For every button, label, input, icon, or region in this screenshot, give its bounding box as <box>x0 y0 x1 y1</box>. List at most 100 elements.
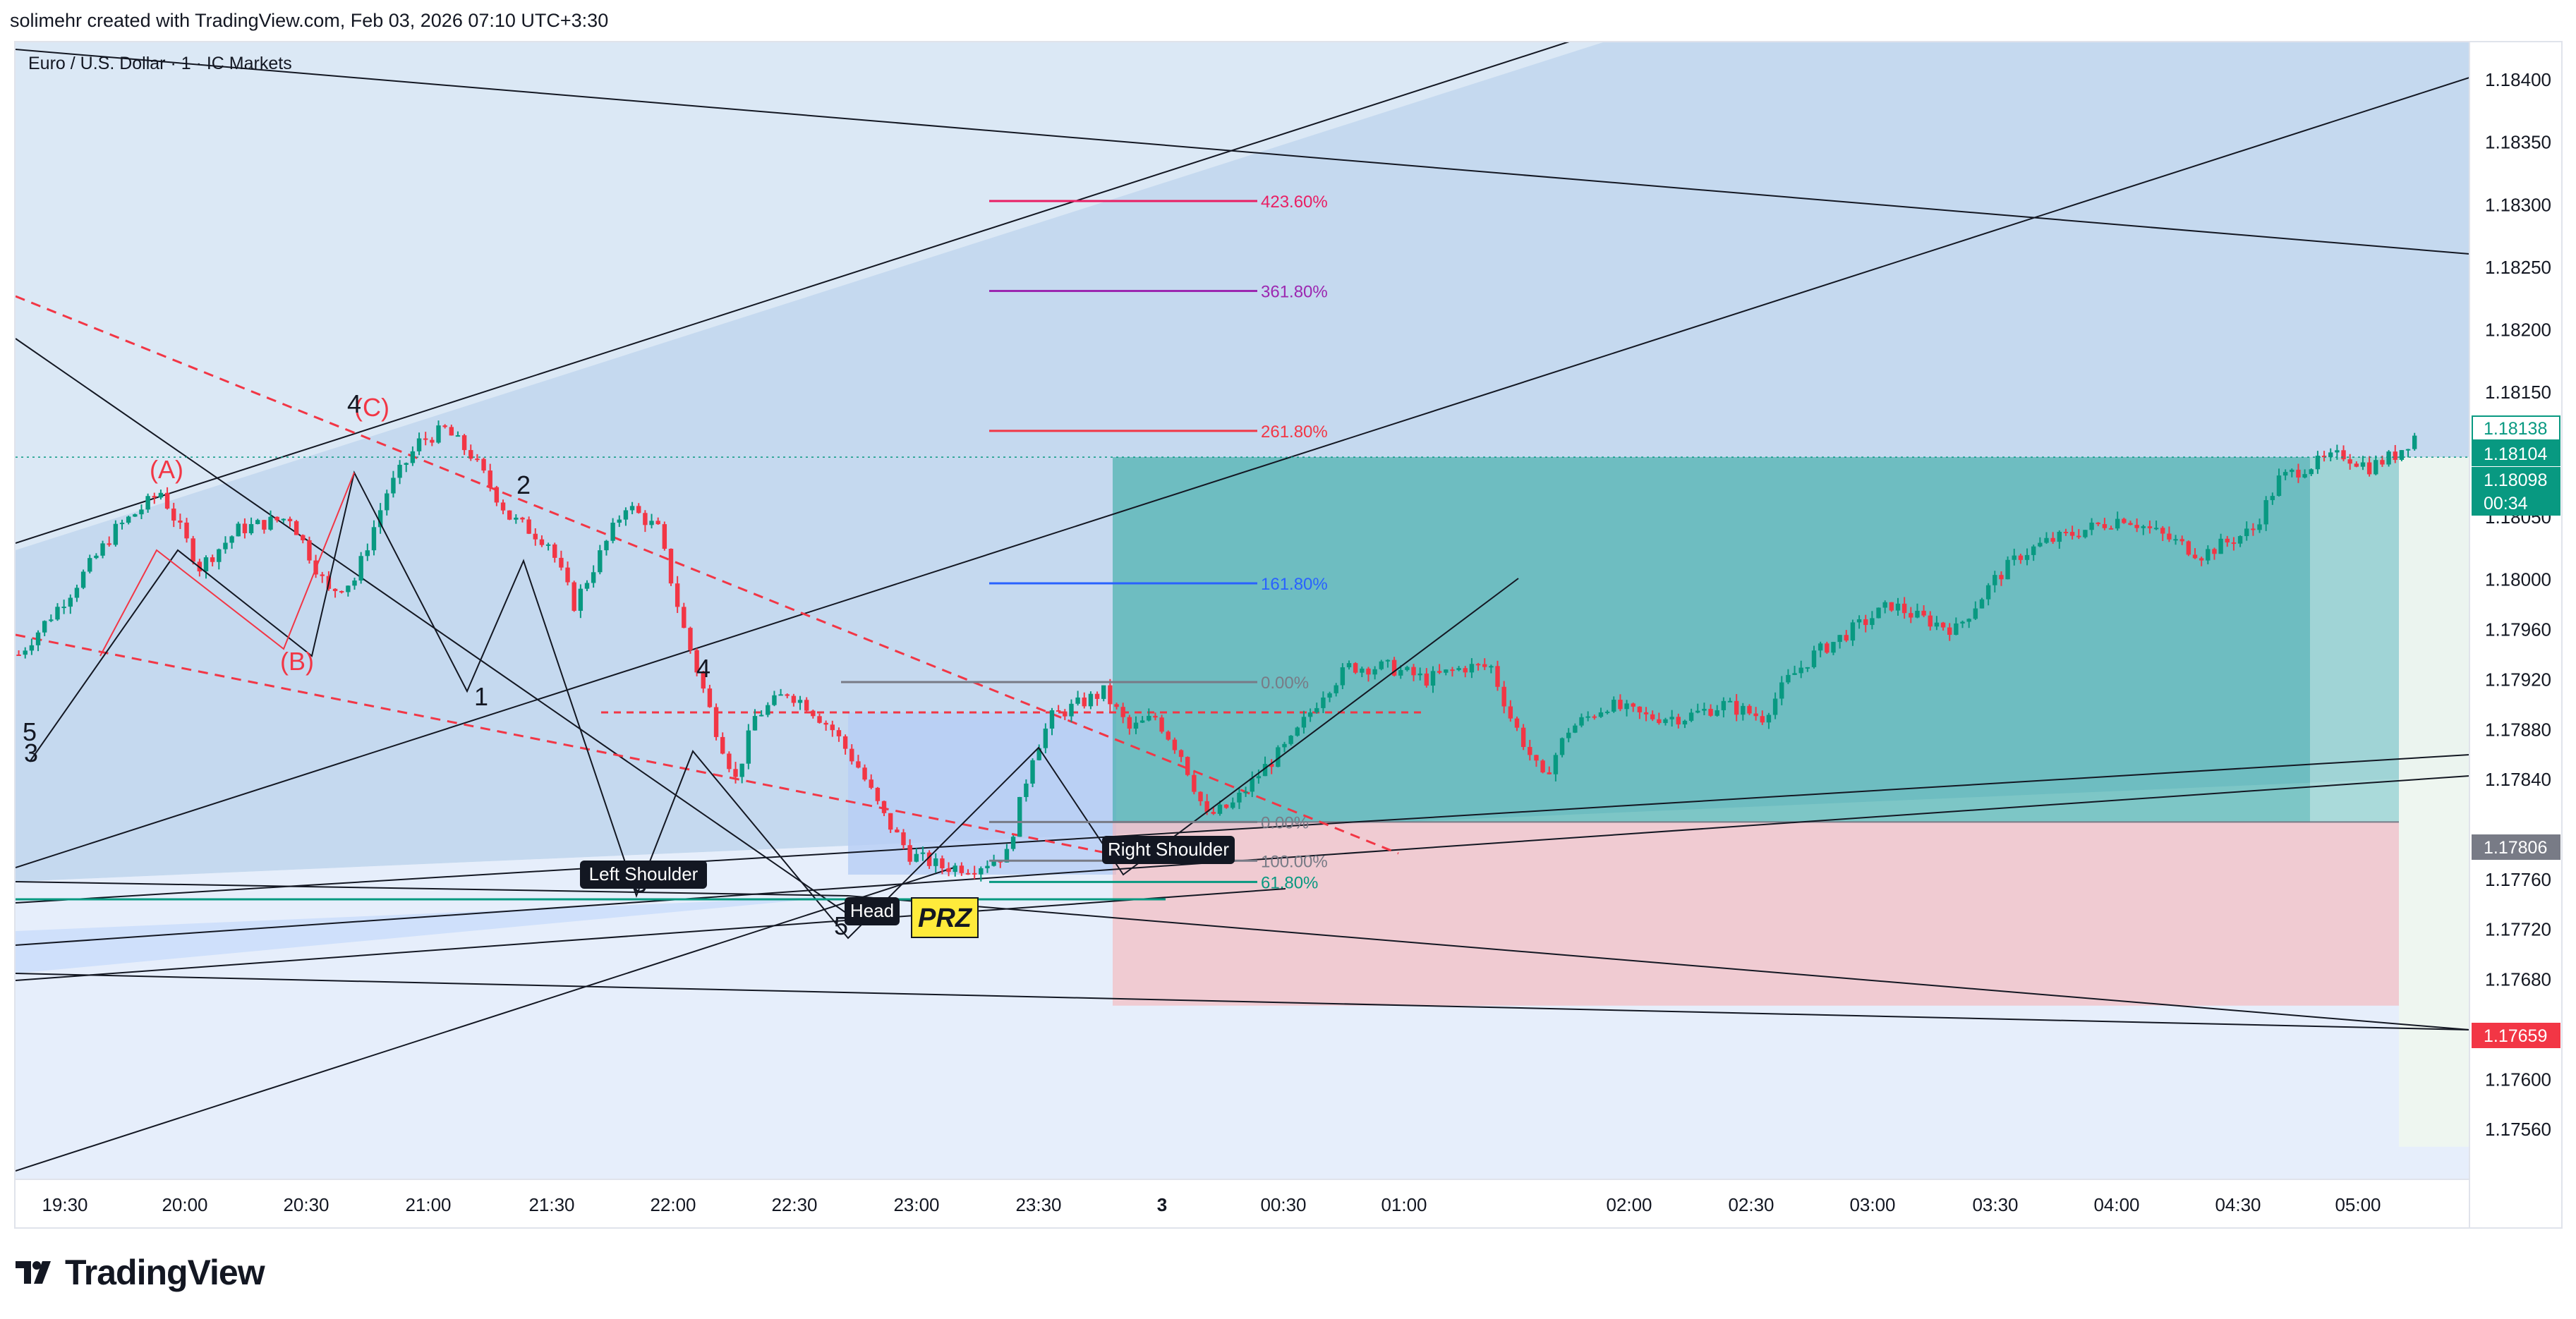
candle-body <box>1314 707 1319 713</box>
candle-body <box>294 521 299 535</box>
candle-body <box>500 502 506 511</box>
tradingview-logo[interactable]: TradingView <box>16 1252 265 1293</box>
candle-body <box>842 736 848 749</box>
wave-label: (A) <box>150 455 183 484</box>
price-badge <box>2472 415 2560 441</box>
candle-body <box>507 510 512 520</box>
candle-body <box>320 574 325 576</box>
candle-body <box>385 493 389 511</box>
candle-body <box>1818 643 1823 651</box>
candle-body <box>869 779 873 788</box>
candle-body <box>552 544 557 558</box>
candle-body <box>365 550 370 557</box>
candle-body <box>29 645 35 651</box>
candle-body <box>1114 704 1119 707</box>
candle-body <box>526 519 531 534</box>
candle-body <box>164 492 170 509</box>
candle-body <box>2212 549 2217 554</box>
price-chart[interactable]: 1.18400 1.18350 1.18300 1.18250 1.18200 1.181… <box>16 42 2561 1227</box>
x-tick-label: 20:30 <box>283 1194 329 1215</box>
candle-body <box>468 450 473 459</box>
candle-body <box>1417 673 1422 676</box>
price-badge-label: 00:34 <box>2484 494 2528 513</box>
candle-body <box>2347 459 2352 464</box>
candle-body <box>1192 774 1197 792</box>
chart-frame[interactable]: 1.18400 1.18350 1.18300 1.18250 1.18200 1.181… <box>14 41 2563 1229</box>
candle-body <box>1456 668 1461 670</box>
candle-body <box>1153 715 1158 718</box>
candle-body <box>1301 717 1307 728</box>
candle-body <box>1747 705 1752 714</box>
candle-body <box>119 523 125 525</box>
candle-body <box>933 858 938 866</box>
candle-body <box>152 496 157 498</box>
candle-body <box>1798 667 1803 674</box>
candle-body <box>23 650 28 655</box>
candle-body <box>1604 711 1610 713</box>
x-tick-label: 23:00 <box>893 1194 939 1215</box>
candle-body <box>2128 523 2133 525</box>
pattern-label-text: Head <box>850 900 894 921</box>
candle-body <box>2167 533 2172 540</box>
candle-body <box>2199 558 2204 561</box>
candle-body <box>203 557 209 572</box>
candle-body <box>488 470 492 487</box>
x-tick-label: 05:00 <box>2335 1194 2381 1215</box>
candle-body <box>1695 710 1700 713</box>
candle-body <box>965 873 971 875</box>
pattern-label: Left Shoulder <box>580 861 707 889</box>
candle-body <box>1366 668 1371 675</box>
wave-label: 3 <box>24 738 38 767</box>
candle-body <box>1909 613 1913 618</box>
candle-body <box>1372 669 1377 675</box>
fib-level-label: 0.00% <box>1261 674 1309 693</box>
fib-level-label: 261.80% <box>1261 423 1328 442</box>
candle-body <box>2296 469 2301 478</box>
candle-body <box>449 427 454 436</box>
candle-body <box>371 527 377 551</box>
candle-body <box>1307 712 1313 717</box>
candle-body <box>649 521 654 525</box>
candle-body <box>2290 469 2294 473</box>
y-tick-label: 1.18200 <box>2485 319 2551 340</box>
candle-body <box>1166 731 1171 740</box>
trend-line <box>847 895 2469 1031</box>
pattern-label-bg <box>1102 836 1235 864</box>
candle-body <box>2096 522 2100 525</box>
candle-body <box>739 763 744 777</box>
candle-body <box>2031 546 2036 555</box>
candle-body <box>1915 610 1920 618</box>
candle-body <box>1901 603 1907 614</box>
candle-body <box>901 832 906 846</box>
x-tick-label: 21:00 <box>405 1194 451 1215</box>
price-badge <box>2472 1023 2560 1048</box>
pattern-label-bg <box>845 897 900 925</box>
candle-body <box>1702 708 1707 711</box>
candle-body <box>1424 673 1429 686</box>
candle-body <box>2083 530 2088 537</box>
candle-body <box>281 518 286 521</box>
candle-body <box>1534 755 1539 761</box>
candle-body <box>301 535 306 540</box>
candle-body <box>481 458 486 471</box>
candle-body <box>1786 674 1791 683</box>
dashed-channel-line <box>16 295 1399 855</box>
candle-body <box>1230 802 1235 808</box>
candle-body <box>1825 643 1830 653</box>
candle-body <box>423 438 428 440</box>
candle-body <box>236 523 241 537</box>
y-tick-label: 1.17840 <box>2485 769 2551 790</box>
candle-body <box>1741 705 1746 715</box>
candle-body <box>248 524 254 533</box>
candle-body <box>1598 712 1604 717</box>
candle-body <box>2244 528 2249 537</box>
y-tick-label: 1.17760 <box>2485 869 2551 890</box>
candle-body <box>804 700 809 711</box>
candle-body <box>791 695 797 703</box>
candle-body <box>1211 812 1216 814</box>
candle-body <box>191 538 195 562</box>
candle-body <box>2089 522 2094 530</box>
candle-body <box>920 852 926 854</box>
candle-body <box>1501 686 1506 707</box>
candle-body <box>262 520 267 530</box>
